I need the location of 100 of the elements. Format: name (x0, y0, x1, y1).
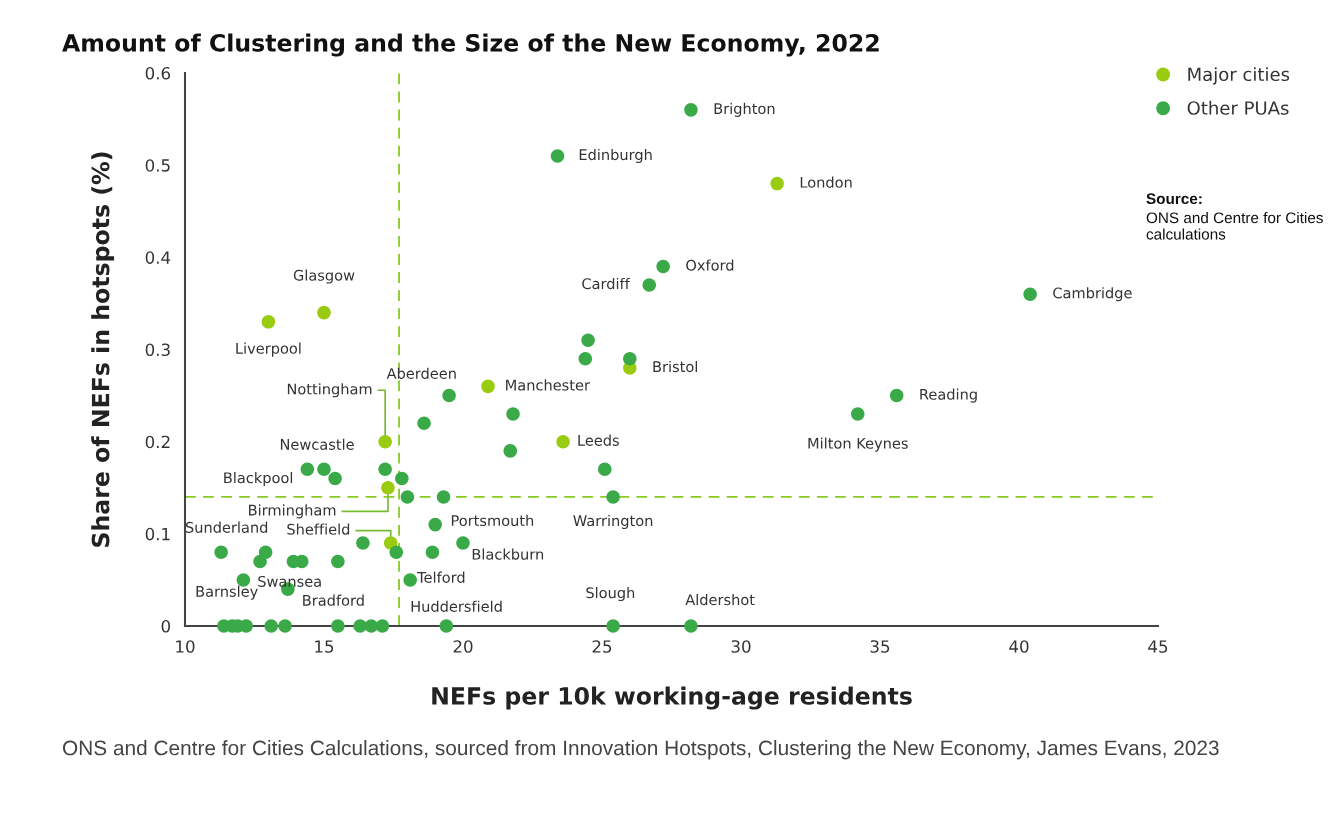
annotation: Bradford (303, 594, 364, 606)
annotation: Aberdeen (386, 367, 456, 379)
point (456, 536, 470, 550)
annotation: Milton Keynes (808, 437, 908, 452)
point (261, 315, 276, 329)
point (656, 259, 670, 274)
point (556, 434, 570, 449)
annotation: Cardiff (582, 277, 631, 290)
y-tick-label: 0.2 (145, 435, 170, 449)
point (684, 103, 698, 117)
point (581, 333, 595, 348)
point (214, 545, 228, 560)
point (1023, 287, 1037, 301)
point (378, 434, 392, 449)
point (428, 517, 442, 532)
point (481, 379, 495, 394)
y-tick-label: 0 (161, 619, 170, 633)
point (264, 619, 278, 633)
point (395, 471, 409, 486)
x-tick-label: 15 (315, 640, 334, 653)
x-tick-label: 45 (1148, 640, 1168, 653)
annotation: Cambridge (1053, 287, 1132, 302)
y-tick-label: 0.1 (145, 527, 170, 541)
x-tick-label: 25 (592, 640, 612, 653)
annotation: Portsmouth (451, 514, 534, 527)
annotation: Blackburn (472, 548, 544, 560)
annotation: Sunderland (185, 521, 268, 533)
annotation: London (800, 176, 852, 188)
point (439, 619, 454, 633)
annotation: Swansea (258, 575, 321, 587)
x-tick-label: 10 (176, 640, 195, 653)
point (381, 480, 395, 495)
point (417, 416, 431, 430)
annotation: Leeds (578, 434, 619, 446)
point (425, 545, 440, 560)
annotation: Edinburgh (579, 148, 652, 164)
y-axis-title: Share of NEFs in hotspots (%) (91, 152, 115, 547)
annotation: Blackpool (224, 471, 293, 487)
annotation: Manchester (506, 379, 590, 391)
annotation: Aldershot (685, 593, 755, 606)
legend-label: Other PUAs (1187, 100, 1289, 115)
point (606, 490, 620, 504)
point (253, 554, 267, 569)
point (300, 462, 315, 477)
y-tick-label: 0.3 (145, 343, 170, 357)
legend-label: Major cities (1188, 67, 1290, 85)
point (375, 619, 390, 633)
point (442, 388, 456, 403)
annotation: Source: (1146, 193, 1202, 205)
annotation: Reading (920, 388, 977, 403)
y-tick-label: 0.5 (145, 159, 170, 172)
point (278, 619, 292, 633)
point (506, 407, 520, 421)
annotation: Huddersfield (411, 600, 502, 612)
chart-title: Amount of Clustering and the Size of the New Economy, 2022 (62, 33, 879, 57)
annotation: Newcastle (280, 438, 354, 450)
annotation: Oxford (686, 259, 734, 271)
point (317, 462, 331, 477)
point (400, 490, 415, 504)
point (403, 573, 417, 587)
x-axis-title: NEFs per 10k working-age residents (432, 686, 912, 710)
point (331, 619, 345, 633)
annotation: Nottingham (287, 383, 372, 398)
point (317, 305, 331, 320)
annotation: Barnsley (196, 585, 258, 600)
point (684, 619, 698, 633)
point (642, 278, 657, 292)
point (606, 619, 620, 633)
annotation: Brighton (714, 102, 775, 117)
point (378, 462, 392, 477)
annotation: Warrington (573, 514, 653, 530)
point (353, 619, 367, 633)
x-tick-label: 30 (731, 640, 751, 653)
point (889, 388, 904, 403)
point (550, 149, 565, 163)
x-tick-label: 20 (453, 640, 473, 653)
point (503, 444, 518, 458)
annotation: Glasgow (293, 269, 355, 284)
annotation: ONS and Centre for Cities calculations (1146, 212, 1323, 240)
point (331, 554, 345, 569)
annotation: Sheffield (287, 523, 350, 535)
point (850, 407, 865, 421)
annotation: Bristol (653, 360, 697, 373)
annotation: Telford (417, 571, 465, 583)
x-tick-label: 40 (1009, 640, 1029, 653)
point (578, 351, 593, 366)
annotation: Birmingham (249, 504, 336, 519)
point (389, 545, 404, 560)
annotation: Liverpool (236, 342, 301, 357)
point (598, 462, 612, 477)
x-tick-label: 35 (870, 640, 890, 653)
y-tick-label: 0.4 (145, 251, 171, 264)
point (770, 176, 784, 191)
point (356, 536, 370, 550)
text: ONS and Centre for Cities Calculations, sourced from Innovation Hotspots, Clustering the New Economy, James Evans, 2023 (62, 740, 1219, 760)
point (623, 351, 637, 366)
y-tick-label: 0.6 (145, 66, 171, 80)
point (328, 471, 342, 486)
point (436, 490, 451, 504)
annotation: Slough (586, 587, 635, 602)
